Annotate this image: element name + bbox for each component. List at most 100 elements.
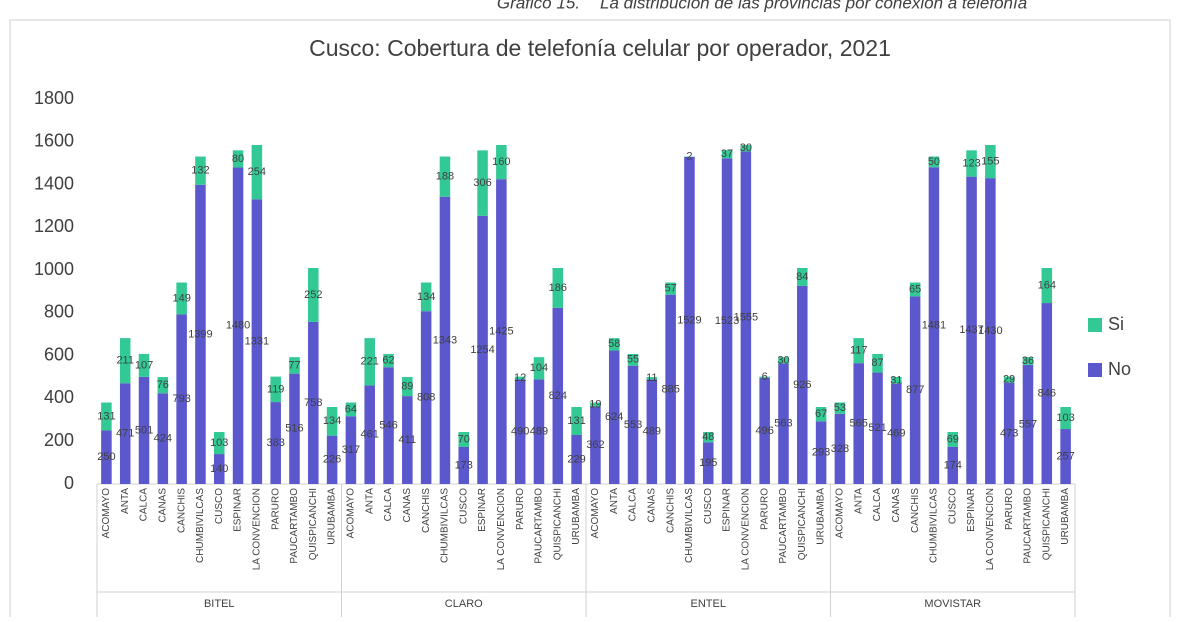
data-label: 226 xyxy=(323,454,341,466)
data-label: 173 xyxy=(455,459,473,471)
data-label: 490 xyxy=(511,426,529,438)
group-label: BITEL xyxy=(204,598,235,610)
x-tick-label: PAUCARTAMBO xyxy=(289,488,300,564)
legend-swatch xyxy=(1088,318,1102,332)
data-label: 489 xyxy=(530,426,548,438)
data-label: 53 xyxy=(834,402,846,414)
data-label: 103 xyxy=(210,437,228,449)
data-label: 2 xyxy=(686,151,692,163)
x-tick-label: QUISPICANCHI xyxy=(308,488,319,560)
data-label: 424 xyxy=(154,433,172,445)
x-tick-label: URUBAMBA xyxy=(327,488,338,545)
legend-label: No xyxy=(1108,359,1131,379)
data-label: 30 xyxy=(777,354,789,366)
data-label: 132 xyxy=(191,165,209,177)
data-label: 317 xyxy=(342,444,360,456)
x-tick-label: CANCHIS xyxy=(910,488,921,533)
x-tick-label: CANCHIS xyxy=(176,488,187,533)
x-tick-label: ACOMAYO xyxy=(835,488,846,539)
data-label: 293 xyxy=(812,447,830,459)
x-tick-label: PARURO xyxy=(270,488,281,530)
y-tick-label: 1200 xyxy=(34,216,74,236)
x-tick-label: CUSCO xyxy=(458,488,469,524)
data-label: 123 xyxy=(962,157,980,169)
data-label: 250 xyxy=(97,451,115,463)
data-label: 257 xyxy=(1056,450,1074,462)
x-tick-label: ACOMAYO xyxy=(101,488,112,539)
y-tick-label: 200 xyxy=(44,430,74,450)
data-label: 164 xyxy=(1038,279,1056,291)
data-label: 1480 xyxy=(226,320,250,332)
x-tick-label: ESPINAR xyxy=(722,488,733,532)
data-label: 29 xyxy=(1003,374,1015,386)
data-label: 1254 xyxy=(470,344,494,356)
data-label: 50 xyxy=(928,156,940,168)
x-tick-label: PARURO xyxy=(1004,488,1015,530)
data-label: 553 xyxy=(624,419,642,431)
x-tick-label: CUSCO xyxy=(703,488,714,524)
data-label: 624 xyxy=(605,411,623,423)
x-tick-label: CUSCO xyxy=(947,488,958,524)
data-label: 87 xyxy=(871,357,883,369)
x-tick-label: URUBAMBA xyxy=(1060,488,1071,545)
x-tick-label: CHUMBIVILCAS xyxy=(440,488,451,563)
data-label: 362 xyxy=(586,439,604,451)
x-tick-label: LA CONVENCION xyxy=(985,488,996,570)
data-label: 411 xyxy=(399,434,417,446)
data-label: 758 xyxy=(304,397,322,409)
data-label: 469 xyxy=(887,428,905,440)
data-label: 67 xyxy=(815,408,827,420)
x-tick-label: ACOMAYO xyxy=(590,488,601,539)
data-label: 521 xyxy=(868,422,886,434)
x-tick-label: PARURO xyxy=(759,488,770,530)
data-label: 134 xyxy=(417,291,435,303)
y-tick-label: 400 xyxy=(44,387,74,407)
x-tick-label: ANTA xyxy=(364,488,375,514)
data-label: 131 xyxy=(567,415,585,427)
x-tick-label: LA CONVENCION xyxy=(496,488,507,570)
data-label: 489 xyxy=(643,426,661,438)
x-tick-label: QUISPICANCHI xyxy=(1041,488,1052,560)
caption-label: Gráfico 15. xyxy=(497,0,580,12)
x-tick-label: CANAS xyxy=(402,488,413,523)
data-label: 11 xyxy=(646,372,657,384)
data-label: 12 xyxy=(514,372,526,384)
data-label: 306 xyxy=(473,177,491,189)
x-tick-label: QUISPICANCHI xyxy=(797,488,808,560)
data-label: 160 xyxy=(492,156,510,168)
data-label: 473 xyxy=(1000,427,1018,439)
x-tick-label: CALCA xyxy=(139,488,150,522)
group-label: ENTEL xyxy=(691,598,726,610)
data-label: 77 xyxy=(288,359,300,371)
data-label: 557 xyxy=(1019,418,1037,430)
data-label: 846 xyxy=(1038,387,1056,399)
x-tick-label: ESPINAR xyxy=(233,488,244,532)
group-label: MOVISTAR xyxy=(924,598,981,610)
data-label: 103 xyxy=(1056,412,1074,424)
y-tick-label: 1800 xyxy=(34,88,74,108)
data-label: 195 xyxy=(699,457,717,469)
data-label: 793 xyxy=(172,393,190,405)
data-label: 31 xyxy=(890,374,902,386)
data-label: 37 xyxy=(721,148,733,160)
x-tick-label: CUSCO xyxy=(214,488,225,524)
y-tick-label: 0 xyxy=(64,473,74,493)
data-label: 461 xyxy=(361,429,379,441)
x-tick-label: ESPINAR xyxy=(966,488,977,532)
data-label: 6 xyxy=(762,371,768,383)
data-label: 471 xyxy=(116,428,134,440)
x-tick-label: CHUMBIVILCAS xyxy=(195,488,206,563)
data-label: 188 xyxy=(436,171,454,183)
y-tick-label: 1600 xyxy=(34,131,74,151)
data-label: 155 xyxy=(981,155,999,167)
data-label: 211 xyxy=(116,355,134,367)
data-label: 252 xyxy=(304,289,322,301)
legend-label: Si xyxy=(1108,314,1124,334)
data-label: 546 xyxy=(379,420,397,432)
y-tick-label: 1000 xyxy=(34,259,74,279)
x-tick-label: CALCA xyxy=(383,488,394,522)
x-tick-label: PAUCARTAMBO xyxy=(534,488,545,564)
data-label: 926 xyxy=(793,379,811,391)
y-tick-label: 800 xyxy=(44,302,74,322)
